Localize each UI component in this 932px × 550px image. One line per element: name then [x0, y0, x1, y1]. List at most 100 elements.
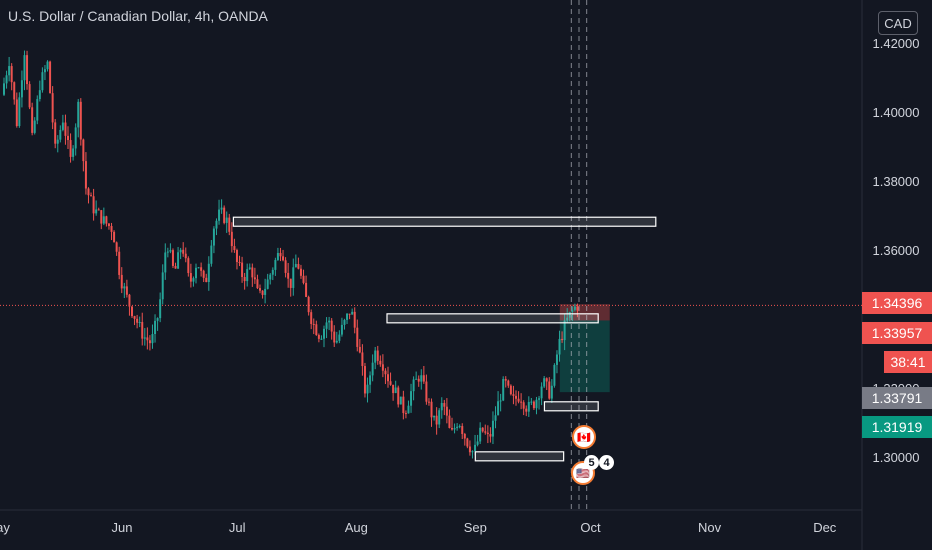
candle [266, 279, 269, 289]
candle [253, 277, 256, 280]
candle [279, 252, 282, 257]
candle [38, 90, 41, 100]
currency-badge[interactable]: CAD [878, 11, 918, 35]
candle [179, 249, 182, 253]
candle [522, 402, 525, 409]
candle [305, 282, 308, 297]
x-tick-label: ay [0, 520, 10, 535]
candle [340, 324, 343, 335]
candle [363, 366, 366, 394]
candle [251, 267, 254, 278]
candle [568, 312, 571, 318]
candle [509, 385, 512, 395]
canada-flag-icon[interactable]: 🇨🇦 [572, 425, 596, 449]
candle [384, 370, 387, 375]
candle [397, 387, 400, 405]
candle [87, 188, 90, 196]
x-tick-label: Nov [698, 520, 722, 535]
candle [369, 375, 372, 385]
zone-box-resistance-mid [386, 313, 599, 324]
candle [338, 334, 341, 341]
candle [550, 385, 553, 399]
candle [320, 338, 323, 340]
candle [410, 391, 413, 406]
candle [64, 122, 67, 136]
candle [425, 381, 428, 402]
candle [241, 262, 244, 277]
x-tick-label: Sep [464, 520, 487, 535]
zone-box-support-mid [543, 401, 599, 412]
candle [399, 396, 402, 405]
candle [499, 400, 502, 402]
candle [438, 410, 441, 425]
candle [133, 316, 136, 319]
candle [276, 252, 279, 260]
candle [448, 415, 451, 428]
candle [228, 217, 231, 232]
candle [41, 72, 44, 91]
candle [504, 379, 507, 381]
candle [525, 408, 528, 412]
y-tick-label: 1.42000 [873, 36, 920, 51]
candle [486, 432, 489, 435]
candle [404, 413, 407, 415]
candle [118, 251, 121, 275]
candle [151, 334, 154, 344]
candle [443, 403, 446, 407]
event-count-badge[interactable]: 5 [584, 455, 599, 470]
candle [479, 427, 482, 442]
candle [530, 401, 533, 403]
candle [456, 426, 459, 429]
candle [471, 451, 474, 453]
candle [371, 362, 374, 376]
candle [10, 66, 13, 83]
candle [468, 446, 471, 453]
candle [154, 320, 157, 335]
candle [463, 433, 466, 439]
x-tick-label: Oct [580, 520, 601, 535]
event-count-badge[interactable]: 4 [599, 455, 614, 470]
candle [69, 140, 72, 157]
candle [8, 66, 11, 76]
candle [489, 434, 492, 437]
x-tick-label: Dec [813, 520, 837, 535]
candle [61, 122, 64, 130]
x-tick-label: Jul [229, 520, 246, 535]
candle [407, 405, 410, 414]
candle [259, 288, 261, 291]
candle [189, 273, 192, 282]
candle [171, 250, 174, 266]
candle [287, 272, 290, 279]
candle [571, 309, 574, 313]
candle [566, 317, 569, 321]
candle [59, 129, 62, 140]
candle [494, 415, 497, 421]
symbol-title: U.S. Dollar / Canadian Dollar, 4h, OANDA [8, 8, 268, 24]
candle [348, 313, 351, 315]
us-flag-icon[interactable]: 🇺🇸 [571, 461, 595, 485]
candle [417, 378, 420, 382]
x-tick-label: Jun [112, 520, 133, 535]
candle [161, 272, 164, 300]
candle [141, 322, 144, 339]
candle [379, 360, 382, 365]
entry-price-label: 1.33957 [862, 322, 932, 344]
candle [392, 384, 395, 394]
candle [543, 378, 546, 387]
candle [200, 267, 203, 271]
candle [427, 401, 430, 403]
candle [95, 209, 98, 214]
zone-box-resistance-top [232, 216, 657, 227]
candle [82, 139, 85, 162]
candle [43, 69, 46, 73]
candle [289, 278, 292, 288]
candle [315, 324, 318, 336]
candle [269, 274, 272, 280]
take-profit-zone [559, 320, 610, 393]
candle [215, 220, 218, 229]
x-tick-label: Aug [345, 520, 368, 535]
candle [461, 426, 464, 434]
candle [79, 101, 82, 140]
y-tick-label: 1.30000 [873, 450, 920, 465]
